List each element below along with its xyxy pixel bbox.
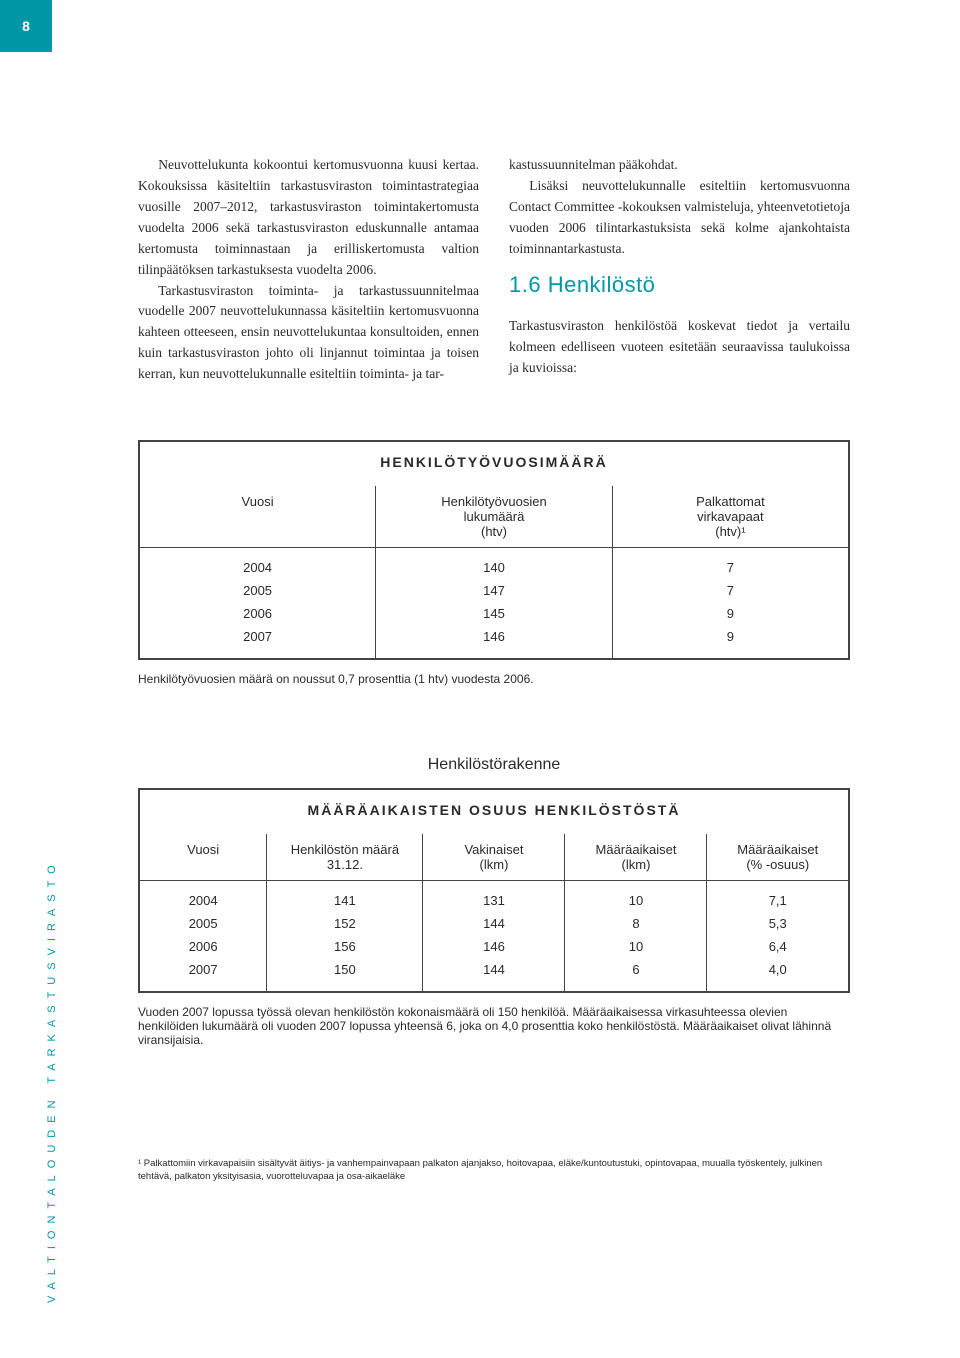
table-cell: 8 [565,912,707,935]
table-cell: 2004 [139,881,267,913]
table-header: Vuosi [139,834,267,881]
table-row: 2004141131107,1 [139,881,849,913]
page-number: 8 [0,0,52,52]
page-content: Neuvottelukunta kokoontui kertomusvuonna… [138,155,850,1184]
table-cell: 5,3 [707,912,849,935]
table-row: 20071469 [139,625,849,659]
table-cell: 144 [423,958,565,992]
table-cell: 141 [267,881,423,913]
body-paragraph: Tarkastusviraston toiminta- ja tarkastus… [138,281,479,386]
table-row: 20041407 [139,548,849,580]
table-cell: 6 [565,958,707,992]
table-cell: 2006 [139,602,376,625]
table-row: 200715014464,0 [139,958,849,992]
table-cell: 7,1 [707,881,849,913]
left-column: Neuvottelukunta kokoontui kertomusvuonna… [138,155,479,385]
table-2: MÄÄRÄAIKAISTEN OSUUS HENKILÖSTÖSTÄ Vuosi… [138,788,850,993]
table-header: Määräaikaiset (lkm) [565,834,707,881]
table-cell: 10 [565,881,707,913]
table-cell: 2005 [139,912,267,935]
table-1-wrapper: HENKILÖTYÖVUOSIMÄÄRÄ Vuosi Henkilötyövuo… [138,440,850,686]
table-cell: 4,0 [707,958,849,992]
table-cell: 146 [423,935,565,958]
table-2-wrapper: MÄÄRÄAIKAISTEN OSUUS HENKILÖSTÖSTÄ Vuosi… [138,788,850,1047]
table-header: Palkattomat virkavapaat (htv)¹ [612,486,849,548]
table-cell: 2007 [139,958,267,992]
table-row: 20051477 [139,579,849,602]
table-cell: 6,4 [707,935,849,958]
table-header: Vakinaiset (lkm) [423,834,565,881]
table-cell: 2005 [139,579,376,602]
table-cell: 156 [267,935,423,958]
table-cell: 2007 [139,625,376,659]
body-paragraph: Neuvottelukunta kokoontui kertomusvuonna… [138,155,479,281]
table-cell: 144 [423,912,565,935]
table-cell: 2004 [139,548,376,580]
table-cell: 147 [376,579,613,602]
table-cell: 9 [612,602,849,625]
table-1-note: Henkilötyövuosien määrä on noussut 0,7 p… [138,672,850,686]
table-header: Vuosi [139,486,376,548]
body-paragraph: Tarkastusviraston henkilöstöä koskevat t… [509,316,850,379]
table-header: Henkilötyövuosien lukumäärä (htv) [376,486,613,548]
body-columns: Neuvottelukunta kokoontui kertomusvuonna… [138,155,850,385]
table-cell: 131 [423,881,565,913]
sidebar-label: VALTIONTALOUDEN TARKASTUSVIRASTO [46,858,58,1303]
table-cell: 10 [565,935,707,958]
table-cell: 7 [612,548,849,580]
table-cell: 146 [376,625,613,659]
table-1: HENKILÖTYÖVUOSIMÄÄRÄ Vuosi Henkilötyövuo… [138,440,850,660]
table-cell: 9 [612,625,849,659]
table-cell: 152 [267,912,423,935]
table-2-note: Vuoden 2007 lopussa työssä olevan henkil… [138,1005,850,1047]
table-header: Henkilöstön määrä 31.12. [267,834,423,881]
table-cell: 145 [376,602,613,625]
body-paragraph: Lisäksi neuvottelukunnalle esiteltiin ke… [509,176,850,260]
right-column: kastussuunnitelman pääkohdat. Lisäksi ne… [509,155,850,385]
footnote: ¹ Palkattomiin virkavapaisiin sisältyvät… [138,1157,850,1184]
body-paragraph: kastussuunnitelman pääkohdat. [509,155,850,176]
table-row: 2006156146106,4 [139,935,849,958]
section-heading: 1.6 Henkilöstö [509,268,850,302]
table-1-title: HENKILÖTYÖVUOSIMÄÄRÄ [150,450,838,470]
table-cell: 2006 [139,935,267,958]
table-cell: 140 [376,548,613,580]
table-cell: 150 [267,958,423,992]
table-row: 200515214485,3 [139,912,849,935]
table-row: 20061459 [139,602,849,625]
table-header: Määräaikaiset (% -osuus) [707,834,849,881]
table-2-subheading: Henkilöstörakenne [138,756,850,774]
table-2-title: MÄÄRÄAIKAISTEN OSUUS HENKILÖSTÖSTÄ [150,798,838,818]
table-cell: 7 [612,579,849,602]
